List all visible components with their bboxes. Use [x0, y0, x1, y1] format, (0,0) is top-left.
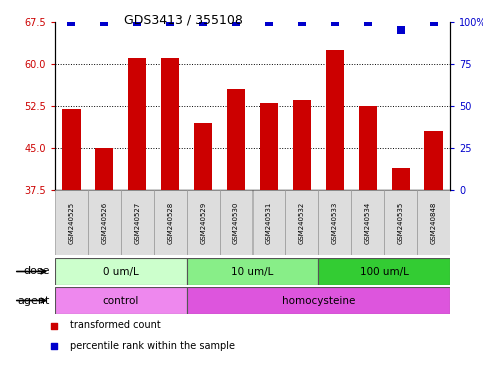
Bar — [392, 167, 410, 190]
Bar — [55, 287, 186, 314]
Text: 100 um/L: 100 um/L — [360, 266, 409, 276]
Bar — [121, 190, 154, 255]
Point — [298, 19, 306, 25]
Text: GSM240533: GSM240533 — [332, 201, 338, 244]
Bar — [194, 123, 212, 190]
Text: GSM240530: GSM240530 — [233, 201, 239, 244]
Text: GSM240529: GSM240529 — [200, 201, 206, 243]
Bar — [253, 190, 285, 255]
Bar — [384, 190, 417, 255]
Bar — [260, 103, 278, 190]
Point — [331, 19, 339, 25]
Text: percentile rank within the sample: percentile rank within the sample — [70, 341, 235, 351]
Text: homocysteine: homocysteine — [282, 296, 355, 306]
Bar — [359, 106, 377, 190]
Point — [68, 19, 75, 25]
Bar — [55, 258, 186, 285]
Point — [430, 19, 438, 25]
Point — [50, 323, 57, 329]
Text: 0 um/L: 0 um/L — [103, 266, 139, 276]
Text: GSM240526: GSM240526 — [101, 201, 107, 243]
Point — [133, 19, 141, 25]
Point — [166, 19, 174, 25]
Bar — [285, 190, 318, 255]
Bar — [62, 109, 81, 190]
Point — [364, 19, 371, 25]
Point — [265, 19, 273, 25]
Bar — [227, 89, 245, 190]
Point — [232, 19, 240, 25]
Bar — [293, 100, 311, 190]
Bar — [220, 190, 253, 255]
Text: 10 um/L: 10 um/L — [231, 266, 274, 276]
Point — [100, 19, 108, 25]
Text: GSM240535: GSM240535 — [398, 201, 404, 243]
Bar — [154, 190, 186, 255]
Text: GSM240525: GSM240525 — [69, 202, 74, 243]
Bar — [161, 58, 179, 190]
Bar — [128, 58, 146, 190]
Bar — [318, 258, 450, 285]
Point — [397, 27, 404, 33]
Point — [199, 19, 207, 25]
Bar — [351, 190, 384, 255]
Bar — [318, 190, 351, 255]
Bar — [88, 190, 121, 255]
Text: GSM240848: GSM240848 — [430, 201, 437, 244]
Bar — [55, 190, 88, 255]
Text: GDS3413 / 355108: GDS3413 / 355108 — [124, 13, 243, 26]
Text: GSM240527: GSM240527 — [134, 201, 140, 243]
Point — [50, 343, 57, 349]
Text: transformed count: transformed count — [70, 321, 161, 331]
Text: GSM240532: GSM240532 — [299, 201, 305, 243]
Bar — [417, 190, 450, 255]
Text: control: control — [103, 296, 139, 306]
Bar — [326, 50, 344, 190]
Bar — [425, 131, 442, 190]
Text: agent: agent — [18, 296, 50, 306]
Bar — [95, 148, 114, 190]
Text: GSM240531: GSM240531 — [266, 201, 272, 244]
Text: GSM240528: GSM240528 — [167, 201, 173, 243]
Bar — [186, 287, 450, 314]
Text: dose: dose — [24, 266, 50, 276]
Text: GSM240534: GSM240534 — [365, 201, 371, 243]
Bar — [186, 190, 220, 255]
Bar — [186, 258, 318, 285]
